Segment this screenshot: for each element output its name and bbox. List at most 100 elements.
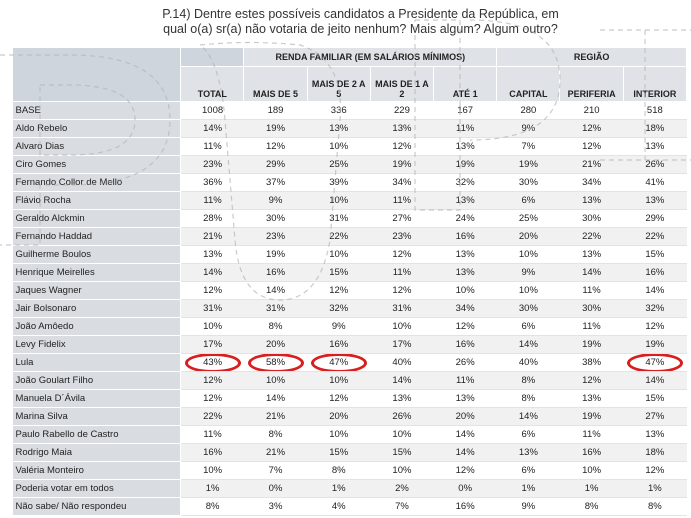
- column-header-interior: INTERIOR: [622, 66, 688, 102]
- column-header-mais-de-1-a-2: MAIS DE 1 A 2: [369, 66, 435, 102]
- cell-value: 3%: [243, 497, 308, 516]
- cell-value: 29%: [623, 209, 687, 228]
- cell-value: 19%: [433, 155, 497, 174]
- cell-value: 41%: [623, 173, 687, 192]
- cell-value: 31%: [180, 299, 244, 318]
- table-row-fernando-haddad: Fernando Haddad 21% 23% 22% 23% 16% 20% 22% 22%: [12, 227, 687, 246]
- cell-value: 8%: [559, 497, 624, 516]
- row-label: Ciro Gomes: [12, 155, 182, 174]
- cell-value: 24%: [433, 209, 497, 228]
- cell-value: 8%: [496, 389, 560, 408]
- row-label: Fernando Haddad: [12, 227, 182, 246]
- cell-value: 16%: [307, 335, 371, 354]
- row-label: Flávio Rocha: [12, 191, 182, 210]
- table-row-valeria-monteiro: Valéria Monteiro 10% 7% 8% 10% 12% 6% 10% 12%: [12, 461, 687, 480]
- cell-value: 10%: [496, 245, 560, 264]
- cell-value: 14%: [370, 371, 434, 390]
- cell-value: 20%: [433, 407, 497, 426]
- cell-value: 189: [243, 101, 308, 120]
- cell-value: 26%: [623, 155, 687, 174]
- cell-value: 12%: [623, 461, 687, 480]
- row-label: Guilherme Boulos: [12, 245, 182, 264]
- table-row-jaques-wagner: Jaques Wagner 12% 14% 12% 12% 10% 10% 11% 14%: [12, 281, 687, 300]
- cell-value: 58%: [243, 353, 308, 372]
- row-label: Paulo Rabello de Castro: [12, 425, 182, 444]
- cell-value: 14%: [180, 119, 244, 138]
- row-label: Fernando Collor de Mello: [12, 173, 182, 192]
- cell-value: 19%: [370, 155, 434, 174]
- row-label: Valéria Monteiro: [12, 461, 182, 480]
- cell-value: 1008: [180, 101, 244, 120]
- table-row-jair-bolsonaro: Jair Bolsonaro 31% 31% 32% 31% 34% 30% 30% 32%: [12, 299, 687, 318]
- cell-value: 15%: [370, 443, 434, 462]
- cell-value: 15%: [623, 245, 687, 264]
- cell-value: 21%: [180, 227, 244, 246]
- cell-value: 19%: [496, 155, 560, 174]
- cell-value: 13%: [370, 389, 434, 408]
- header-group-region: REGIÃO: [496, 47, 687, 67]
- row-label: Geraldo Alckmin: [12, 209, 182, 228]
- column-header-total: TOTAL: [180, 66, 245, 102]
- cell-value: 13%: [180, 245, 244, 264]
- cell-value: 10%: [307, 137, 371, 156]
- cell-value: 13%: [433, 245, 497, 264]
- cell-value: 10%: [180, 317, 244, 336]
- cell-value: 17%: [180, 335, 244, 354]
- cell-value: 1%: [623, 479, 687, 498]
- cell-value: 39%: [307, 173, 371, 192]
- table-row-levy-fidelix: Levy Fidelix 17% 20% 16% 17% 16% 14% 19% 19%: [12, 335, 687, 354]
- column-header-mais-de-5: MAIS DE 5: [243, 66, 308, 102]
- cell-value: 11%: [370, 191, 434, 210]
- row-label: Alvaro Dias: [12, 137, 182, 156]
- cell-value: 19%: [623, 335, 687, 354]
- cell-value: 13%: [623, 137, 687, 156]
- cell-value: 16%: [433, 335, 497, 354]
- table-row-fernando-collor-de-mello: Fernando Collor de Mello 36% 37% 39% 34% 32% 3…: [12, 173, 687, 192]
- cell-value: 336: [307, 101, 371, 120]
- cell-value: 18%: [623, 443, 687, 462]
- cell-value: 6%: [496, 425, 560, 444]
- cell-value: 13%: [433, 191, 497, 210]
- table-row-joao-goulart-filho: João Goulart Filho 12% 10% 10% 14% 11% 8% 12% 14…: [12, 371, 687, 390]
- cell-value: 11%: [433, 371, 497, 390]
- row-label: Levy Fidelix: [12, 335, 182, 354]
- cell-value: 21%: [243, 407, 308, 426]
- cell-value: 22%: [559, 227, 624, 246]
- cell-value: 12%: [559, 137, 624, 156]
- column-header-capital: CAPITAL: [496, 66, 561, 102]
- cell-value: 27%: [370, 209, 434, 228]
- cell-value: 43%: [180, 353, 244, 372]
- cell-value: 14%: [559, 263, 624, 282]
- cell-value: 7%: [243, 461, 308, 480]
- table-row-henrique-meirelles: Henrique Meirelles 14% 16% 15% 11% 13% 9% 14% 16…: [12, 263, 687, 282]
- row-label: João Goulart Filho: [12, 371, 182, 390]
- cell-value: 12%: [559, 119, 624, 138]
- cell-value: 31%: [307, 209, 371, 228]
- row-label: Poderia votar em todos: [12, 479, 182, 498]
- table-row-alvaro-dias: Alvaro Dias 11% 12% 10% 12% 13% 7% 12% 13%: [12, 137, 687, 156]
- table-row-manuela-d-avila: Manuela D´Ávila 12% 14% 12% 13% 13% 8% 13% 15%: [12, 389, 687, 408]
- cell-value: 1%: [307, 479, 371, 498]
- cell-value: 0%: [243, 479, 308, 498]
- cell-value: 13%: [559, 191, 624, 210]
- table-row-flavio-rocha: Flávio Rocha 11% 9% 10% 11% 13% 6% 13% 13%: [12, 191, 687, 210]
- table-row-marina-silva: Marina Silva 22% 21% 20% 26% 20% 14% 19% 27%: [12, 407, 687, 426]
- cell-value: 34%: [370, 173, 434, 192]
- results-table: RENDA FAMILIAR (EM SALÁRIOS MÍNIMOS) REG…: [11, 47, 688, 516]
- header-group-income: RENDA FAMILIAR (EM SALÁRIOS MÍNIMOS): [243, 47, 498, 67]
- cell-value: 0%: [433, 479, 497, 498]
- table-row-joao-amoedo: João Amôedo 10% 8% 9% 10% 12% 6% 11% 12%: [12, 317, 687, 336]
- cell-value: 31%: [370, 299, 434, 318]
- cell-value: 11%: [559, 425, 624, 444]
- row-label: BASE: [12, 101, 182, 120]
- row-label: Não sabe/ Não respondeu: [12, 497, 182, 516]
- cell-value: 20%: [243, 335, 308, 354]
- cell-value: 15%: [307, 263, 371, 282]
- column-header-periferia: PERIFERIA: [559, 66, 624, 102]
- question-line-2: qual o(a) sr(a) não votaria de jeito nen…: [163, 22, 558, 36]
- question-title: P.14) Dentre estes possíveis candidatos …: [0, 7, 691, 37]
- cell-value: 10%: [559, 461, 624, 480]
- table-row-geraldo-alckmin: Geraldo Alckmin 28% 30% 31% 27% 24% 25% 30% 29%: [12, 209, 687, 228]
- cell-value: 6%: [496, 191, 560, 210]
- column-header-mais-de-2-a-5: MAIS DE 2 A 5: [306, 66, 371, 102]
